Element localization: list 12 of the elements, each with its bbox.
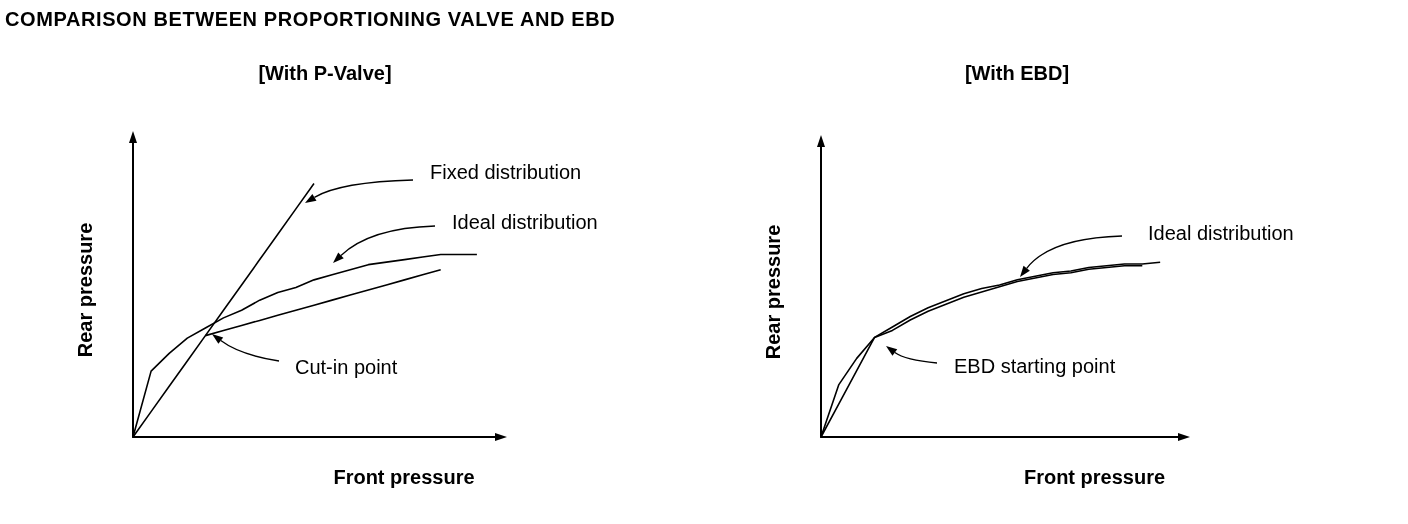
chart-subtitle: [With P-Valve] (258, 62, 392, 85)
annotation: EBD starting point (954, 354, 1116, 378)
y-axis-title: Rear pressure (762, 224, 784, 360)
text: Fixed distribution (430, 160, 582, 184)
annotation: Ideal distribution (452, 210, 598, 234)
annotation: Cut-in point (295, 355, 398, 379)
y-axis-title: Rear pressure (74, 222, 96, 358)
x-axis-title: Front pressure (333, 466, 475, 488)
chart-title: COMPARISON BETWEEN PROPORTIONING VALVE AND EBD (5, 8, 616, 31)
x-axis-title: Front pressure (1023, 466, 1166, 488)
chart-subtitle: [With EBD] (964, 62, 1070, 85)
text: Ideal distribution (1148, 221, 1294, 245)
